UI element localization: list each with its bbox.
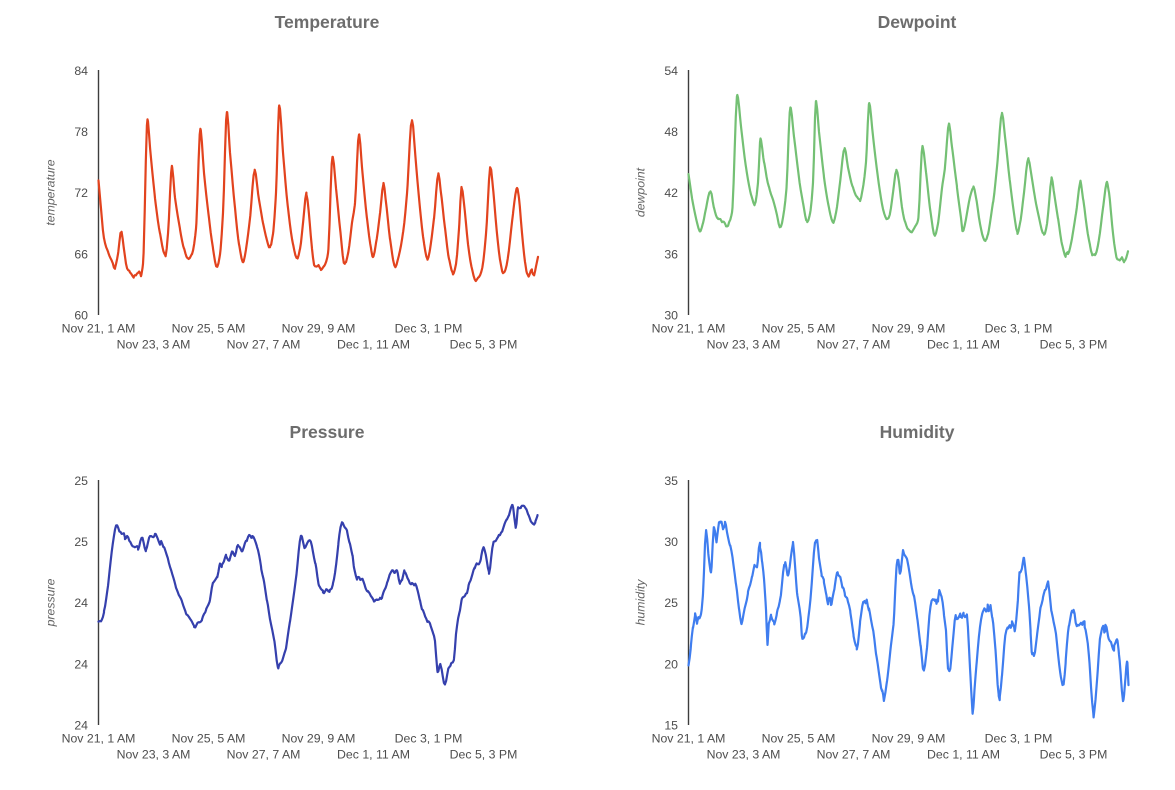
svg-text:Pressure: Pressure bbox=[290, 422, 365, 442]
svg-text:72: 72 bbox=[74, 186, 88, 200]
svg-text:25: 25 bbox=[664, 596, 678, 610]
svg-text:54: 54 bbox=[664, 64, 678, 78]
svg-text:20: 20 bbox=[664, 657, 678, 671]
svg-text:Nov 25, 5 AM: Nov 25, 5 AM bbox=[172, 321, 246, 335]
svg-text:Dec 1, 11 AM: Dec 1, 11 AM bbox=[337, 747, 410, 761]
svg-text:15: 15 bbox=[664, 718, 678, 732]
svg-text:Nov 21, 1 AM: Nov 21, 1 AM bbox=[652, 731, 726, 745]
svg-text:Nov 21, 1 AM: Nov 21, 1 AM bbox=[652, 321, 726, 335]
svg-text:24: 24 bbox=[74, 718, 88, 732]
svg-text:Nov 23, 3 AM: Nov 23, 3 AM bbox=[117, 337, 191, 351]
svg-text:Nov 25, 5 AM: Nov 25, 5 AM bbox=[762, 731, 836, 745]
svg-text:humidity: humidity bbox=[634, 579, 648, 626]
svg-text:Dec 1, 11 AM: Dec 1, 11 AM bbox=[927, 337, 1000, 351]
svg-text:Dec 3, 1 PM: Dec 3, 1 PM bbox=[985, 731, 1053, 745]
svg-text:42: 42 bbox=[664, 186, 678, 200]
svg-text:Nov 27, 7 AM: Nov 27, 7 AM bbox=[227, 337, 301, 351]
svg-text:dewpoint: dewpoint bbox=[634, 167, 648, 217]
svg-text:25: 25 bbox=[74, 474, 88, 488]
svg-text:pressure: pressure bbox=[44, 578, 58, 627]
svg-text:Nov 23, 3 AM: Nov 23, 3 AM bbox=[707, 337, 781, 351]
svg-text:30: 30 bbox=[664, 535, 678, 549]
svg-text:Dec 3, 1 PM: Dec 3, 1 PM bbox=[985, 321, 1053, 335]
svg-text:24: 24 bbox=[74, 657, 88, 671]
svg-text:Nov 25, 5 AM: Nov 25, 5 AM bbox=[172, 731, 246, 745]
svg-text:Dec 5, 3 PM: Dec 5, 3 PM bbox=[450, 747, 518, 761]
svg-text:84: 84 bbox=[74, 64, 88, 78]
svg-text:temperature: temperature bbox=[44, 159, 58, 225]
svg-text:35: 35 bbox=[664, 474, 678, 488]
svg-text:Nov 27, 7 AM: Nov 27, 7 AM bbox=[817, 337, 891, 351]
svg-text:Dec 5, 3 PM: Dec 5, 3 PM bbox=[1040, 337, 1108, 351]
svg-text:25: 25 bbox=[74, 535, 88, 549]
svg-text:Humidity: Humidity bbox=[880, 422, 955, 442]
svg-text:24: 24 bbox=[74, 596, 88, 610]
svg-text:Nov 29, 9 AM: Nov 29, 9 AM bbox=[872, 321, 946, 335]
svg-text:Nov 25, 5 AM: Nov 25, 5 AM bbox=[762, 321, 836, 335]
svg-text:48: 48 bbox=[664, 125, 678, 139]
svg-text:Temperature: Temperature bbox=[275, 12, 380, 32]
svg-text:Nov 23, 3 AM: Nov 23, 3 AM bbox=[117, 747, 191, 761]
svg-text:Dec 5, 3 PM: Dec 5, 3 PM bbox=[450, 337, 518, 351]
svg-text:Dec 3, 1 PM: Dec 3, 1 PM bbox=[395, 321, 463, 335]
svg-text:Nov 23, 3 AM: Nov 23, 3 AM bbox=[707, 747, 781, 761]
svg-text:78: 78 bbox=[74, 125, 88, 139]
svg-text:Nov 29, 9 AM: Nov 29, 9 AM bbox=[282, 321, 356, 335]
svg-text:Nov 27, 7 AM: Nov 27, 7 AM bbox=[817, 747, 891, 761]
svg-text:Nov 29, 9 AM: Nov 29, 9 AM bbox=[282, 731, 356, 745]
svg-text:Nov 21, 1 AM: Nov 21, 1 AM bbox=[62, 321, 136, 335]
svg-text:36: 36 bbox=[664, 247, 678, 261]
svg-text:Nov 29, 9 AM: Nov 29, 9 AM bbox=[872, 731, 946, 745]
svg-text:30: 30 bbox=[664, 308, 678, 322]
svg-text:Nov 27, 7 AM: Nov 27, 7 AM bbox=[227, 747, 301, 761]
svg-text:Dec 1, 11 AM: Dec 1, 11 AM bbox=[927, 747, 1000, 761]
svg-text:Dewpoint: Dewpoint bbox=[878, 12, 957, 32]
svg-text:Dec 1, 11 AM: Dec 1, 11 AM bbox=[337, 337, 410, 351]
svg-text:Nov 21, 1 AM: Nov 21, 1 AM bbox=[62, 731, 136, 745]
svg-text:Dec 5, 3 PM: Dec 5, 3 PM bbox=[1040, 747, 1108, 761]
svg-text:60: 60 bbox=[74, 308, 88, 322]
svg-text:66: 66 bbox=[74, 247, 88, 261]
svg-text:Dec 3, 1 PM: Dec 3, 1 PM bbox=[395, 731, 463, 745]
